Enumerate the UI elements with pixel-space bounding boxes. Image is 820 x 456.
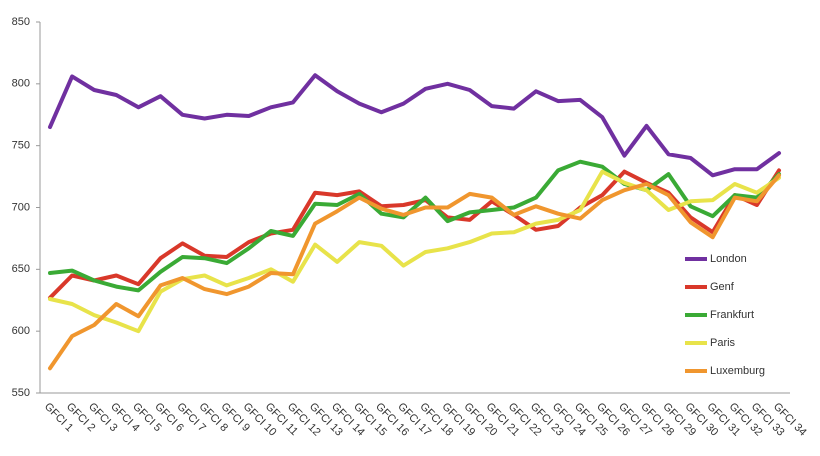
y-tick-label: 600 <box>12 325 30 337</box>
series-line <box>48 73 781 178</box>
series-line <box>48 173 781 371</box>
y-tick-label: 700 <box>12 201 30 213</box>
series-line <box>48 168 781 300</box>
legend-label: Luxemburg <box>710 365 765 377</box>
legend-label: London <box>710 253 747 265</box>
legend-label: Frankfurt <box>710 309 754 321</box>
y-tick-label: 800 <box>12 78 30 90</box>
series-line <box>48 159 781 293</box>
y-tick-label: 750 <box>12 140 30 152</box>
y-tick-label: 850 <box>12 16 30 28</box>
legend-label: Genf <box>710 281 735 293</box>
y-tick-label: 650 <box>12 263 30 275</box>
series-line <box>48 169 781 334</box>
legend-label: Paris <box>710 337 736 349</box>
y-tick-label: 550 <box>12 387 30 399</box>
